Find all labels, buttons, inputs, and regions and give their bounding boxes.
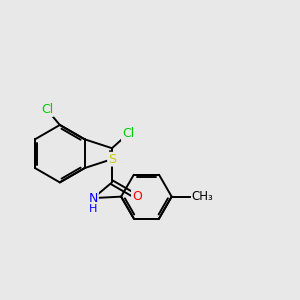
Text: O: O bbox=[132, 190, 142, 203]
Text: H: H bbox=[88, 204, 97, 214]
Text: S: S bbox=[108, 153, 116, 166]
Text: N: N bbox=[88, 192, 98, 205]
Text: Cl: Cl bbox=[122, 127, 134, 140]
Text: CH₃: CH₃ bbox=[192, 190, 214, 203]
Text: Cl: Cl bbox=[41, 103, 53, 116]
